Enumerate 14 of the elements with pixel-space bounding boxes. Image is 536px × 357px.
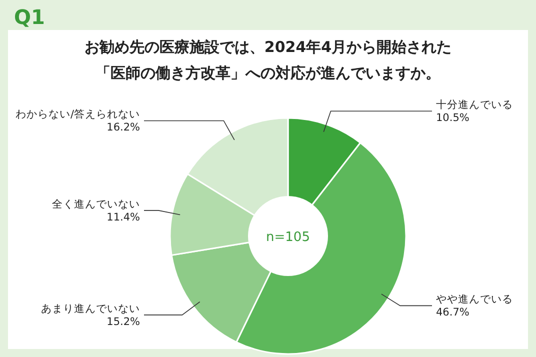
text: Q1 (14, 5, 45, 29)
data-label: 46.7% (436, 306, 470, 319)
slice-label: わからない/答えられない (15, 108, 140, 121)
data-label: 15.2% (106, 316, 140, 328)
data-label: 10.5% (436, 112, 470, 124)
chart-title: お勧め先の医療施設では、2024年4月から開始された (84, 38, 452, 56)
data-label: 11.4% (106, 211, 140, 224)
slice-label: あまり進んでいない (41, 302, 140, 315)
slice-label: 十分進んでいる (436, 98, 513, 112)
slice-label: やや進んでいる (436, 294, 513, 306)
text: n=105 (266, 230, 310, 245)
chart-subtitle: 「医師の働き方改革」への対応が進んでいますか。 (96, 64, 440, 82)
slice-label: 全く進んでいない (52, 198, 140, 210)
data-label: 16.2% (106, 122, 140, 134)
